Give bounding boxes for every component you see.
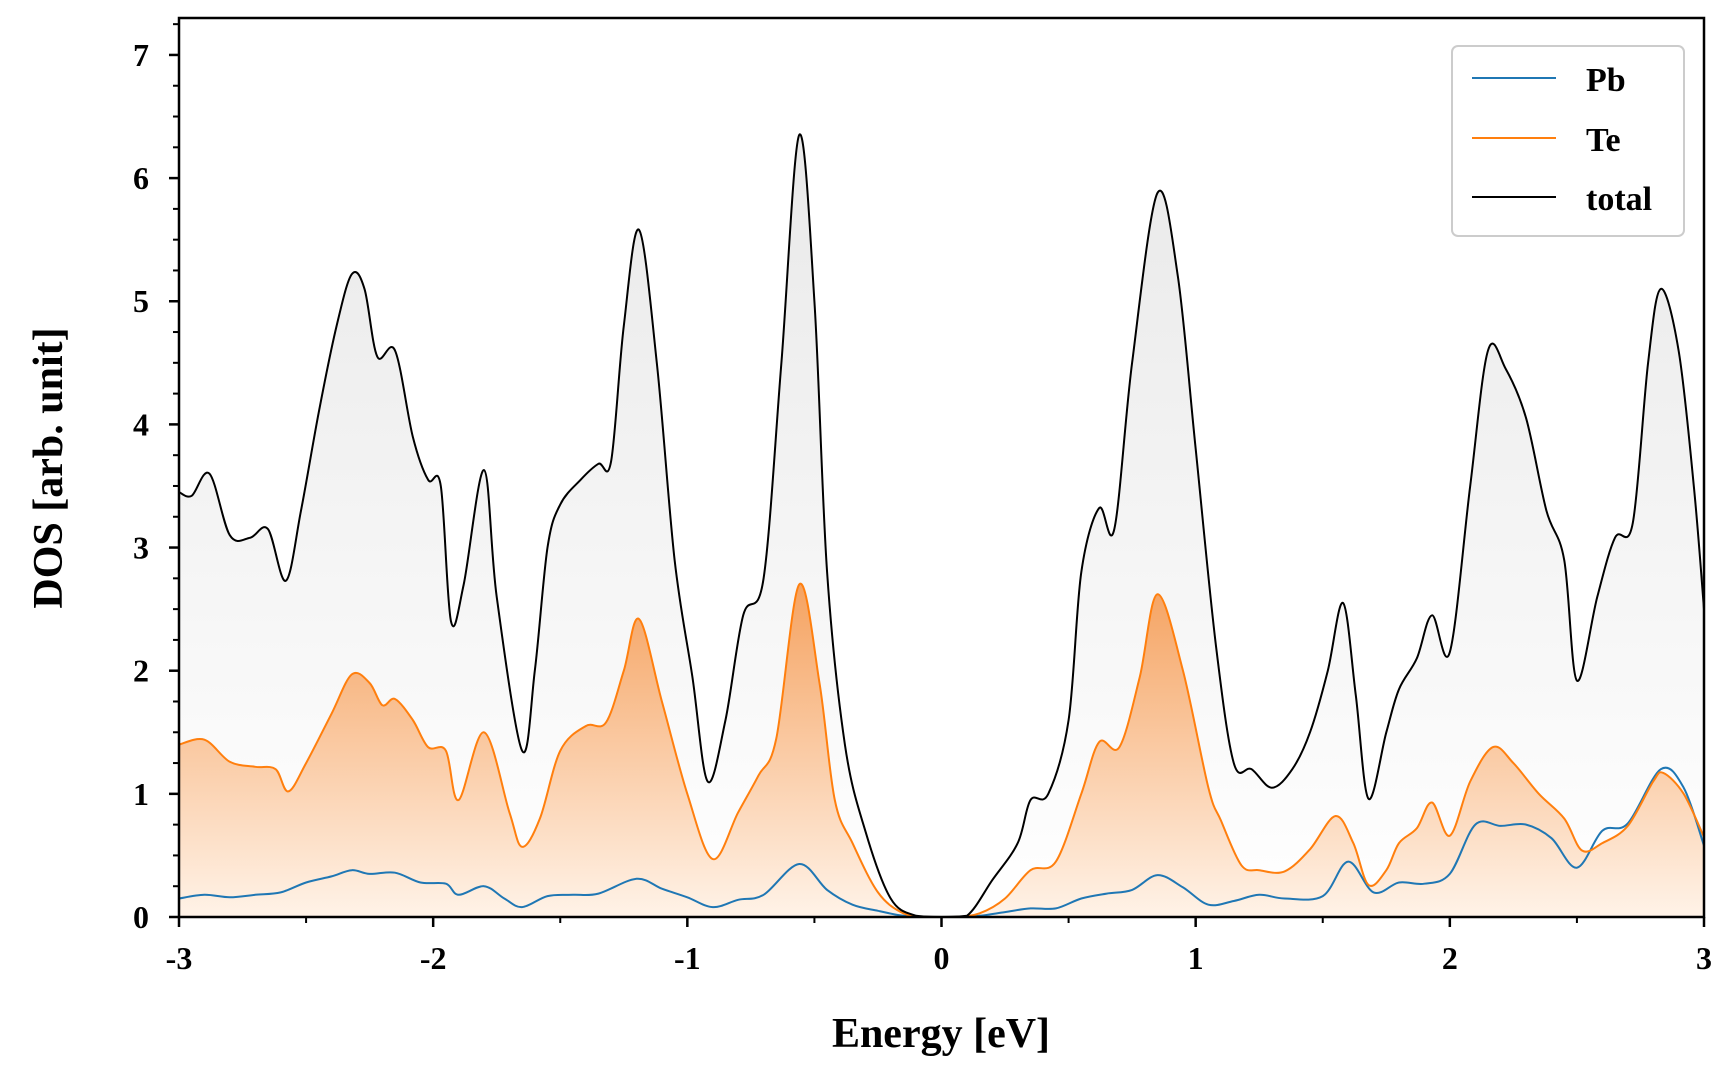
y-tick-label: 2 <box>133 653 149 689</box>
y-tick-label: 6 <box>133 160 149 196</box>
x-axis-label: Energy [eV] <box>832 1011 1050 1057</box>
x-tick-label: 1 <box>1188 940 1204 976</box>
x-tick-label: 0 <box>934 940 950 976</box>
legend-label-pb: Pb <box>1586 62 1626 99</box>
y-tick-label: 1 <box>133 776 149 812</box>
legend-label-total: total <box>1586 181 1652 218</box>
legend: Pb Te total <box>1451 45 1685 237</box>
series-line-pb <box>179 766 1704 917</box>
plot-area <box>179 133 1704 917</box>
legend-label-te: Te <box>1586 122 1621 159</box>
y-tick-label: 3 <box>133 530 149 566</box>
x-tick-label: -1 <box>674 940 701 976</box>
area-fill-te <box>179 583 1704 917</box>
series-line-total <box>179 133 1704 917</box>
tick-labels: -3 -2 -1 0 1 2 3 0 1 2 3 4 5 6 7 <box>133 37 1712 976</box>
x-tick-label: 2 <box>1442 940 1458 976</box>
x-tick-label: 3 <box>1696 940 1712 976</box>
axis-ticks <box>169 23 1706 927</box>
y-tick-label: 0 <box>133 899 149 935</box>
y-tick-label: 7 <box>133 37 149 73</box>
series-line-te <box>179 582 1704 917</box>
x-tick-label: -3 <box>166 940 193 976</box>
y-axis-label: DOS [arb. unit] <box>26 327 72 608</box>
area-fill-total <box>179 134 1704 917</box>
legend-box <box>1451 45 1685 237</box>
y-tick-label: 5 <box>133 283 149 319</box>
y-tick-label: 4 <box>133 406 149 442</box>
x-tick-label: -2 <box>420 940 447 976</box>
